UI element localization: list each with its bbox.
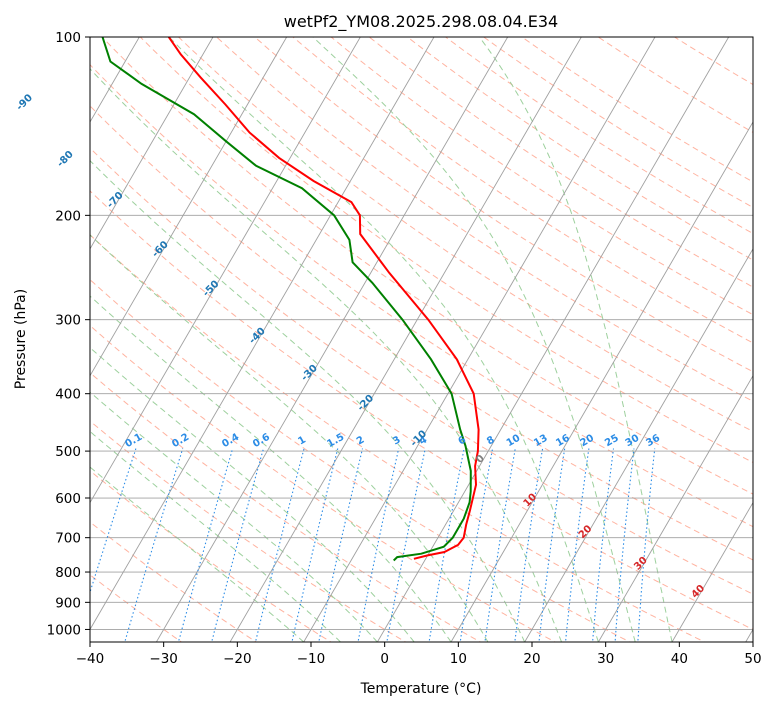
moist-adiabat-line — [90, 159, 526, 642]
mixing-ratio-line — [564, 448, 590, 642]
mixing-ratio-line — [177, 448, 234, 642]
moist-adiabat-line — [90, 295, 452, 642]
y-tick-label: 500 — [55, 444, 81, 460]
mixing-ratio-label: 1 — [296, 434, 308, 447]
isotherm-line — [376, 37, 730, 642]
mixing-ratio-label: 2 — [355, 434, 367, 447]
mixing-ratio-label: 8 — [485, 434, 497, 447]
isobars — [90, 37, 753, 630]
temperature-line — [167, 37, 480, 560]
x-tick-label: −30 — [149, 651, 178, 667]
isotherm-line — [90, 37, 214, 250]
y-tick-label: 700 — [55, 531, 81, 547]
x-axis: −40 −30 −20 −10 0 10 20 30 40 50 — [76, 642, 762, 667]
mixing-ratio-line — [124, 448, 184, 642]
x-tick-label: 0 — [380, 651, 389, 667]
mixing-ratio-line — [357, 448, 400, 642]
mixing-ratio-line — [484, 448, 516, 642]
mixing-ratio-label: 3 — [391, 434, 403, 447]
mixing-ratio-line — [592, 448, 615, 642]
y-tick-label: 300 — [55, 313, 81, 329]
x-tick-label: 10 — [450, 651, 467, 667]
isotherm-line — [90, 37, 435, 631]
x-tick-label: 30 — [597, 651, 614, 667]
dry-adiabat-line — [330, 37, 753, 316]
moist-adiabat-line — [478, 37, 673, 642]
moist-adiabat-line — [90, 430, 341, 642]
x-tick-label: 40 — [671, 651, 688, 667]
dry-adiabat-line — [90, 147, 753, 595]
y-axis: 100 200 300 400 500 600 700 800 900 1000 — [47, 30, 90, 638]
isotherm-line — [155, 37, 509, 642]
moist-adiabat-line — [90, 234, 489, 642]
moist-adiabat-line — [90, 391, 378, 642]
moist-adiabat-line — [90, 346, 415, 642]
dry-adiabat-line — [90, 63, 753, 528]
mixing-ratio-lines — [90, 448, 656, 642]
isotherm-line — [90, 37, 288, 377]
moist-adiabat-line — [312, 37, 636, 642]
moist-adiabat-line — [90, 68, 562, 642]
isotherms — [90, 37, 753, 642]
dry-adiabat-line — [368, 37, 753, 288]
mixing-ratio-line — [386, 448, 426, 642]
dry-adiabat-line — [90, 190, 753, 630]
x-tick-label: −10 — [297, 651, 326, 667]
mixing-ratio-label: 6 — [457, 434, 469, 447]
y-tick-label: 100 — [55, 30, 81, 46]
x-tick-label: −40 — [76, 651, 105, 667]
mixing-ratio-line — [291, 448, 339, 642]
y-tick-label: 600 — [55, 491, 81, 507]
mixing-ratio-line — [514, 448, 544, 642]
plot-area — [90, 37, 753, 642]
dry-adiabat-line — [90, 470, 332, 642]
plot-frame — [89, 36, 754, 643]
dry-adiabat-line — [177, 37, 753, 433]
mixing-ratio-line — [614, 448, 635, 642]
mixing-ratio-line — [459, 448, 494, 642]
isotherm-line — [450, 121, 753, 642]
chart-title: wetPf2_YM08.2025.298.08.04.E34 — [284, 12, 558, 32]
y-tick-label: 1000 — [47, 622, 81, 638]
isotherm-line — [90, 37, 361, 504]
y-axis-title: Pressure (hPa) — [13, 289, 29, 389]
mixing-ratio-line — [254, 448, 305, 642]
dewpoint-line — [101, 37, 472, 562]
mixing-ratio-line — [318, 448, 364, 642]
y-tick-label: 800 — [55, 565, 81, 581]
isotherm-line — [524, 247, 753, 642]
y-tick-label: 400 — [55, 387, 81, 403]
dry-adiabat-line — [90, 105, 753, 561]
isotherm-line — [671, 501, 753, 642]
dry-adiabats — [90, 37, 753, 642]
isotherm-line — [229, 37, 582, 642]
mixing-ratio-line — [211, 448, 265, 642]
dry-adiabat-line — [215, 37, 753, 402]
x-tick-label: 50 — [744, 651, 761, 667]
y-tick-label: 200 — [55, 208, 81, 224]
dry-adiabat-line — [90, 324, 557, 642]
mixing-ratio-line — [428, 448, 465, 642]
moist-adiabat-line — [168, 37, 599, 642]
profile-series — [101, 37, 480, 562]
isotherm-line — [597, 374, 753, 642]
moist-adiabats — [90, 37, 673, 642]
x-tick-label: 20 — [523, 651, 540, 667]
isotherm-line — [303, 37, 656, 642]
x-tick-label: −20 — [223, 651, 252, 667]
x-axis-title: Temperature (°C) — [360, 681, 482, 697]
y-tick-label: 900 — [55, 595, 81, 611]
mixing-ratio-label: 4 — [418, 434, 430, 447]
mixing-ratio-line — [538, 448, 566, 642]
